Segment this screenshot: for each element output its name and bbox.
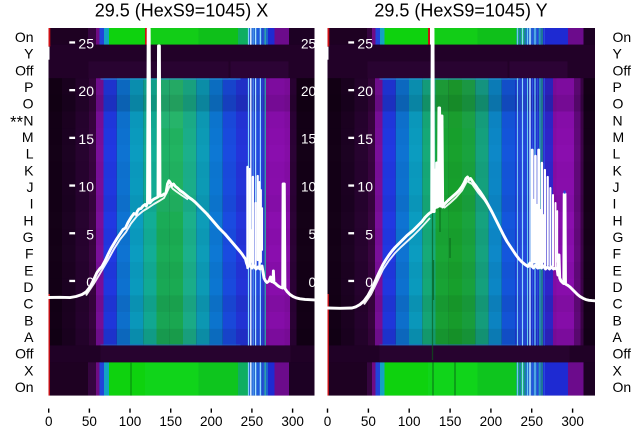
svg-text:20: 20 xyxy=(357,83,373,99)
svg-text:K: K xyxy=(613,162,623,178)
svg-text:On: On xyxy=(613,29,632,45)
svg-text:Off: Off xyxy=(613,346,632,362)
svg-text:A: A xyxy=(613,329,623,345)
svg-text:300: 300 xyxy=(281,414,304,429)
svg-text:E: E xyxy=(613,262,622,278)
svg-text:5: 5 xyxy=(365,226,373,242)
svg-text:150: 150 xyxy=(159,414,182,429)
svg-text:L: L xyxy=(26,146,34,162)
svg-text:5: 5 xyxy=(308,227,316,242)
svg-text:X: X xyxy=(24,362,34,378)
svg-text:**: ** xyxy=(10,114,23,132)
svg-text:10: 10 xyxy=(301,179,316,194)
svg-text:15: 15 xyxy=(78,131,94,147)
svg-text:On: On xyxy=(15,29,34,45)
svg-text:15: 15 xyxy=(301,132,316,147)
svg-text:X: X xyxy=(613,362,623,378)
svg-text:29.5 (HexS9=1045) X: 29.5 (HexS9=1045) X xyxy=(95,1,269,21)
svg-text:G: G xyxy=(23,229,34,245)
svg-text:B: B xyxy=(613,312,622,328)
svg-text:P: P xyxy=(24,79,33,95)
svg-text:K: K xyxy=(24,162,34,178)
svg-text:150: 150 xyxy=(439,414,462,429)
svg-text:5: 5 xyxy=(86,226,94,242)
svg-text:Y: Y xyxy=(613,46,623,62)
svg-text:100: 100 xyxy=(119,414,142,429)
svg-text:0: 0 xyxy=(324,414,332,429)
svg-text:10: 10 xyxy=(78,179,94,195)
svg-text:C: C xyxy=(23,296,33,312)
svg-text:H: H xyxy=(613,212,623,228)
svg-text:250: 250 xyxy=(241,414,264,429)
svg-text:50: 50 xyxy=(82,414,97,429)
svg-text:O: O xyxy=(613,96,624,112)
svg-text:On: On xyxy=(15,379,34,395)
svg-text:C: C xyxy=(613,296,623,312)
svg-text:H: H xyxy=(23,212,33,228)
svg-text:15: 15 xyxy=(357,131,373,147)
svg-text:10: 10 xyxy=(357,179,373,195)
svg-text:Y: Y xyxy=(24,46,34,62)
svg-text:Off: Off xyxy=(613,62,632,78)
svg-text:G: G xyxy=(613,229,624,245)
svg-text:100: 100 xyxy=(398,414,421,429)
svg-text:Off: Off xyxy=(15,62,34,78)
svg-text:25: 25 xyxy=(301,36,316,51)
svg-text:0: 0 xyxy=(365,274,373,290)
svg-text:D: D xyxy=(23,279,33,295)
svg-text:50: 50 xyxy=(361,414,376,429)
svg-text:On: On xyxy=(613,379,632,395)
svg-text:250: 250 xyxy=(521,414,544,429)
svg-text:20: 20 xyxy=(301,84,316,99)
svg-text:M: M xyxy=(613,129,625,145)
svg-text:L: L xyxy=(613,146,621,162)
svg-text:F: F xyxy=(25,246,34,262)
svg-text:M: M xyxy=(22,129,34,145)
svg-text:F: F xyxy=(613,246,622,262)
svg-text:20: 20 xyxy=(78,83,94,99)
svg-text:P: P xyxy=(613,79,622,95)
svg-text:300: 300 xyxy=(561,414,584,429)
svg-text:I: I xyxy=(613,196,617,212)
svg-text:0: 0 xyxy=(86,274,94,290)
svg-text:J: J xyxy=(613,179,620,195)
svg-text:N: N xyxy=(23,112,33,128)
svg-text:Off: Off xyxy=(15,346,34,362)
svg-text:29.5 (HexS9=1045) Y: 29.5 (HexS9=1045) Y xyxy=(374,1,547,21)
svg-text:B: B xyxy=(24,312,33,328)
svg-text:A: A xyxy=(24,329,34,345)
svg-text:25: 25 xyxy=(357,36,373,52)
svg-text:0: 0 xyxy=(308,275,316,290)
svg-text:200: 200 xyxy=(480,414,503,429)
svg-text:0: 0 xyxy=(45,414,53,429)
svg-text:D: D xyxy=(613,279,623,295)
svg-text:J: J xyxy=(27,179,34,195)
svg-text:O: O xyxy=(23,96,34,112)
svg-text:25: 25 xyxy=(78,36,94,52)
svg-text:I: I xyxy=(30,196,34,212)
svg-text:200: 200 xyxy=(200,414,223,429)
svg-text:E: E xyxy=(24,262,33,278)
svg-text:N: N xyxy=(613,112,623,128)
